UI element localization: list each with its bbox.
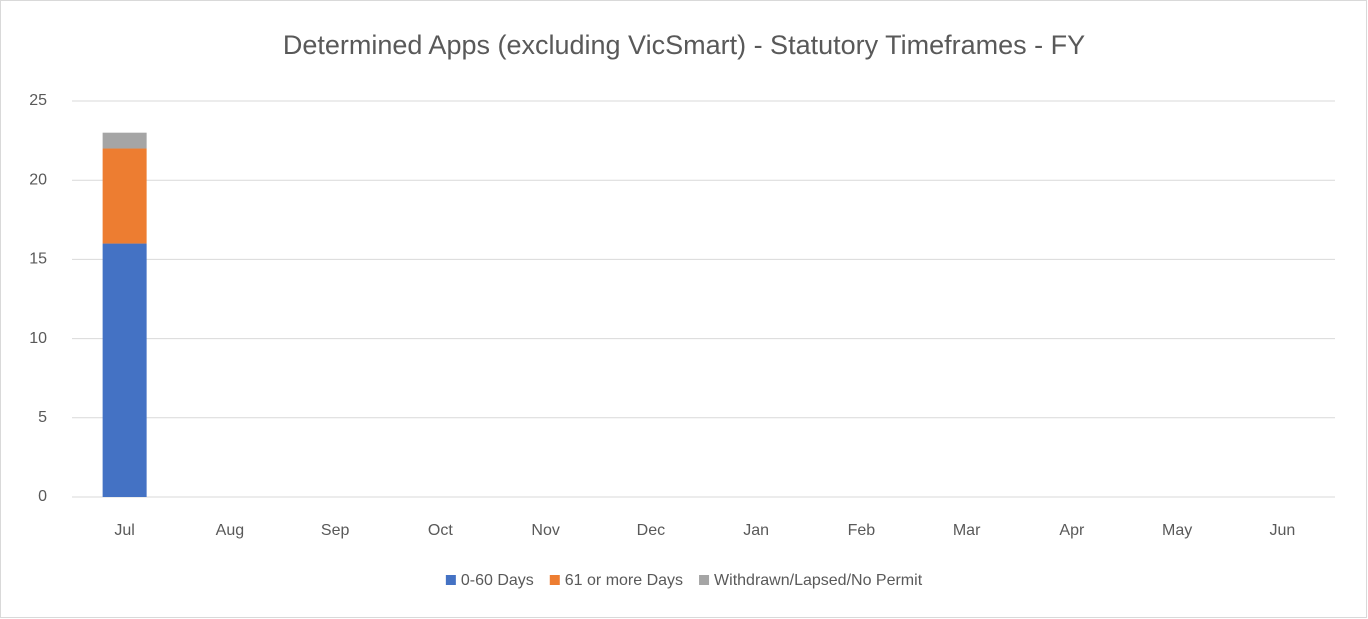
y-tick-label: 10 [29, 330, 47, 347]
x-tick-label: Aug [216, 522, 244, 539]
y-tick-label: 20 [29, 171, 47, 188]
x-tick-label: Sep [321, 522, 350, 539]
legend-swatch [699, 575, 710, 585]
bar-segment [102, 132, 147, 149]
x-tick-label: Jan [743, 522, 769, 539]
x-tick-label: Jun [1269, 522, 1295, 539]
x-tick-label: Oct [428, 522, 453, 539]
x-tick-label: Mar [953, 522, 981, 539]
x-tick-label: Dec [637, 522, 665, 539]
x-tick-label: Jul [114, 522, 134, 539]
y-tick-label: 0 [38, 488, 47, 505]
legend-swatch [549, 575, 560, 585]
bar-segment [102, 243, 147, 497]
x-tick-label: Feb [848, 522, 876, 539]
legend-label: 0-60 Days [461, 572, 534, 589]
legend-label: 61 or more Days [565, 572, 683, 589]
legend-label: Withdrawn/Lapsed/No Permit [714, 572, 923, 589]
x-tick-label: Nov [531, 522, 559, 539]
x-tick-label: May [1162, 522, 1192, 539]
y-tick-label: 5 [38, 409, 47, 426]
chart-title: Determined Apps (excluding VicSmart) - S… [283, 30, 1085, 60]
bar-segment [102, 148, 147, 244]
x-tick-label: Apr [1059, 522, 1085, 539]
y-tick-label: 15 [29, 251, 47, 268]
y-tick-label: 25 [29, 92, 47, 109]
legend-swatch [445, 575, 456, 585]
